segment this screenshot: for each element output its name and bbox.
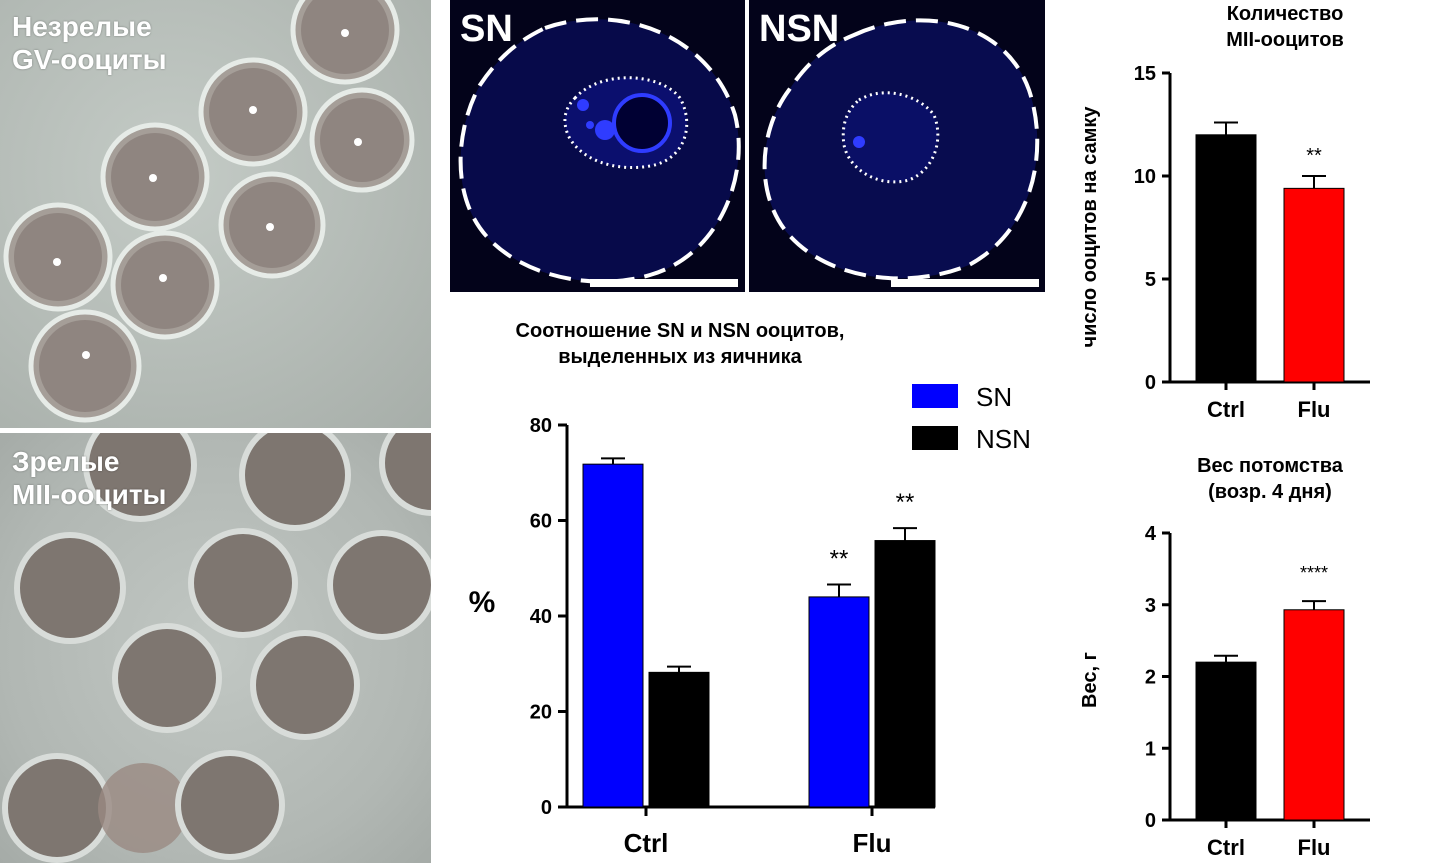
ratio-title-line2: выделенных из яичника	[558, 346, 802, 368]
mii-oocyte	[175, 750, 285, 860]
y-axis-label: Вес, г	[1079, 652, 1101, 708]
gv-oocyte	[309, 87, 415, 193]
significance-marker: ****	[1300, 563, 1328, 583]
x-tick-label: Ctrl	[624, 828, 669, 858]
sn-oocyte-drawing	[458, 17, 741, 287]
gv-oocyte	[290, 0, 400, 85]
mii-oocyte	[188, 528, 298, 638]
gv-oocyte	[28, 309, 142, 423]
y-tick-label: 0	[1145, 372, 1156, 394]
mii-oocyte	[2, 753, 112, 863]
bar	[648, 671, 710, 808]
bar	[582, 463, 644, 808]
y-tick-label: 60	[530, 511, 552, 533]
y-tick-label: 20	[530, 702, 552, 724]
bar	[1283, 187, 1345, 383]
x-tick-label: Ctrl	[1207, 397, 1245, 422]
mii-oocyte	[250, 630, 360, 740]
legend-swatch	[912, 384, 958, 408]
mii-oocyte	[112, 623, 222, 733]
y-tick-label: 4	[1145, 523, 1157, 545]
immature-label-line1: Незрелые	[12, 11, 152, 42]
y-tick-label: 3	[1145, 595, 1156, 617]
immature-label: Незрелые GV-ооциты	[12, 10, 167, 76]
legend-label: NSN	[976, 424, 1031, 454]
nucleus-outline	[841, 91, 940, 184]
ratio-chart-title: Соотношение SN и NSN ооцитов, выделенных…	[455, 318, 905, 370]
ratio-bar-chart: 0 20 40 60 80% Ctrl ** ** Flu SN NSN	[469, 382, 1031, 858]
offspring-weight-bar-chart: 0 1 2 3 4 Вес, г Ctrl **** Flu	[1079, 523, 1370, 860]
y-tick-label: 5	[1145, 269, 1156, 291]
x-tick-label: Ctrl	[1207, 835, 1245, 860]
significance-marker: **	[896, 489, 915, 516]
scale-bar	[590, 279, 738, 287]
significance-marker: **	[830, 545, 849, 572]
immature-oocytes-photo: Незрелые GV-ооциты	[0, 0, 431, 428]
significance-marker: **	[1306, 145, 1322, 167]
mii-oocyte	[83, 433, 197, 522]
scale-bar	[891, 279, 1039, 287]
y-tick-label: 2	[1145, 667, 1156, 689]
nsn-oocyte-drawing	[762, 18, 1040, 287]
y-tick-label: 1	[1145, 738, 1156, 760]
mii-oocyte	[98, 763, 188, 853]
gv-oocyte	[3, 202, 113, 312]
mature-label-line2: MII-ооциты	[12, 479, 167, 510]
mature-label-line1: Зрелые	[12, 446, 120, 477]
mature-oocytes-image	[2, 433, 431, 863]
immature-label-line2: GV-ооциты	[12, 44, 167, 75]
mii-oocyte	[327, 530, 431, 640]
mii-count-bar-chart: 0 5 10 15 число ооцитов на самку Ctrl ** Flu	[1079, 63, 1370, 422]
weight-title-line1: Вес потомства	[1197, 455, 1343, 477]
mature-label: Зрелые MII-ооциты	[12, 445, 166, 511]
immature-oocytes-image	[3, 0, 415, 423]
ratio-title-line1: Соотношение SN и NSN ооцитов,	[515, 320, 845, 342]
y-axis-label: %	[469, 586, 496, 619]
y-tick-label: 40	[530, 606, 552, 628]
weight-title-line2: (возр. 4 дня)	[1208, 481, 1332, 503]
gv-oocyte	[100, 122, 210, 232]
x-tick-label: Flu	[853, 828, 892, 858]
x-tick-label: Flu	[1298, 835, 1331, 860]
y-tick-label: 10	[1134, 166, 1156, 188]
legend-label: SN	[976, 382, 1012, 412]
sn-fluorescence-image: SN	[450, 0, 745, 292]
bar	[1195, 661, 1257, 821]
mii-oocyte	[14, 532, 126, 644]
y-tick-label: 0	[1145, 810, 1156, 832]
bar	[1195, 134, 1257, 383]
nsn-label: NSN	[759, 8, 840, 50]
gv-oocyte	[198, 57, 308, 167]
weight-chart-title: Вес потомства (возр. 4 дня)	[1140, 453, 1400, 505]
y-tick-label: 0	[541, 797, 552, 819]
bar	[874, 540, 936, 808]
mii-title-line1: Количество	[1226, 3, 1344, 25]
y-tick-label: 15	[1134, 63, 1156, 85]
mii-oocyte	[239, 433, 351, 531]
mii-title-line2: MII-ооцитов	[1226, 29, 1344, 51]
y-tick-label: 80	[530, 415, 552, 437]
bar	[808, 596, 870, 808]
bar	[1283, 609, 1345, 821]
sn-label: SN	[460, 8, 513, 50]
nucleolus	[612, 93, 672, 153]
mii-oocyte	[379, 433, 431, 516]
x-tick-label: Flu	[1298, 397, 1331, 422]
nsn-fluorescence-image: NSN	[749, 0, 1045, 292]
legend-swatch	[912, 426, 958, 450]
gv-oocyte	[110, 230, 220, 340]
mii-chart-title: Количество MII-ооцитов	[1155, 1, 1415, 53]
y-axis-label: число ооцитов на самку	[1079, 106, 1101, 348]
mature-oocytes-photo: Зрелые MII-ооциты	[0, 433, 431, 863]
nucleolus	[853, 136, 865, 148]
gv-oocyte	[218, 171, 326, 279]
